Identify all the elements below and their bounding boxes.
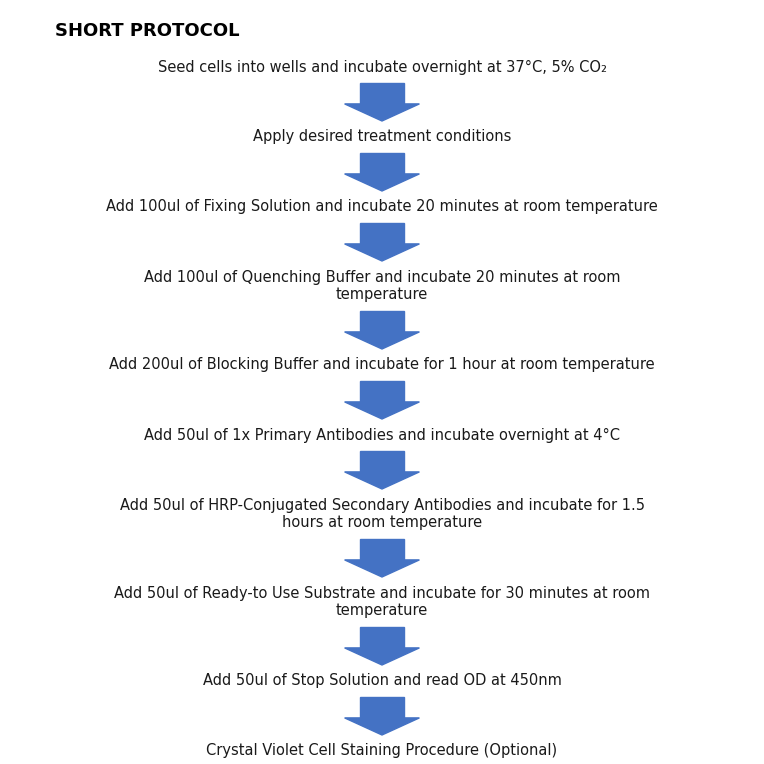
Text: Seed cells into wells and incubate overnight at 37°C, 5% CO₂: Seed cells into wells and incubate overn… — [157, 60, 607, 75]
Text: Add 100ul of Quenching Buffer and incubate 20 minutes at room
temperature: Add 100ul of Quenching Buffer and incuba… — [144, 270, 620, 303]
Polygon shape — [345, 402, 419, 419]
Polygon shape — [360, 451, 404, 472]
Polygon shape — [360, 627, 404, 648]
Polygon shape — [360, 83, 404, 104]
Text: Crystal Violet Cell Staining Procedure (Optional): Crystal Violet Cell Staining Procedure (… — [206, 743, 558, 759]
Polygon shape — [360, 381, 404, 402]
Polygon shape — [345, 174, 419, 191]
Polygon shape — [345, 244, 419, 261]
Text: Add 200ul of Blocking Buffer and incubate for 1 hour at room temperature: Add 200ul of Blocking Buffer and incubat… — [109, 358, 655, 373]
Text: Add 50ul of Stop Solution and read OD at 450nm: Add 50ul of Stop Solution and read OD at… — [202, 674, 562, 688]
Polygon shape — [360, 311, 404, 332]
Polygon shape — [345, 472, 419, 489]
Polygon shape — [360, 153, 404, 174]
Polygon shape — [360, 223, 404, 244]
Polygon shape — [360, 697, 404, 718]
Polygon shape — [345, 560, 419, 577]
Text: Apply desired treatment conditions: Apply desired treatment conditions — [253, 130, 511, 144]
Text: SHORT PROTOCOL: SHORT PROTOCOL — [55, 22, 239, 40]
Polygon shape — [345, 104, 419, 121]
Text: Add 50ul of HRP-Conjugated Secondary Antibodies and incubate for 1.5
hours at ro: Add 50ul of HRP-Conjugated Secondary Ant… — [119, 498, 645, 530]
Polygon shape — [360, 539, 404, 560]
Polygon shape — [345, 648, 419, 665]
Text: Add 100ul of Fixing Solution and incubate 20 minutes at room temperature: Add 100ul of Fixing Solution and incubat… — [106, 199, 658, 215]
Polygon shape — [345, 718, 419, 735]
Text: Add 50ul of 1x Primary Antibodies and incubate overnight at 4°C: Add 50ul of 1x Primary Antibodies and in… — [144, 428, 620, 442]
Text: Add 50ul of Ready-to Use Substrate and incubate for 30 minutes at room
temperatu: Add 50ul of Ready-to Use Substrate and i… — [114, 586, 650, 618]
Polygon shape — [345, 332, 419, 349]
